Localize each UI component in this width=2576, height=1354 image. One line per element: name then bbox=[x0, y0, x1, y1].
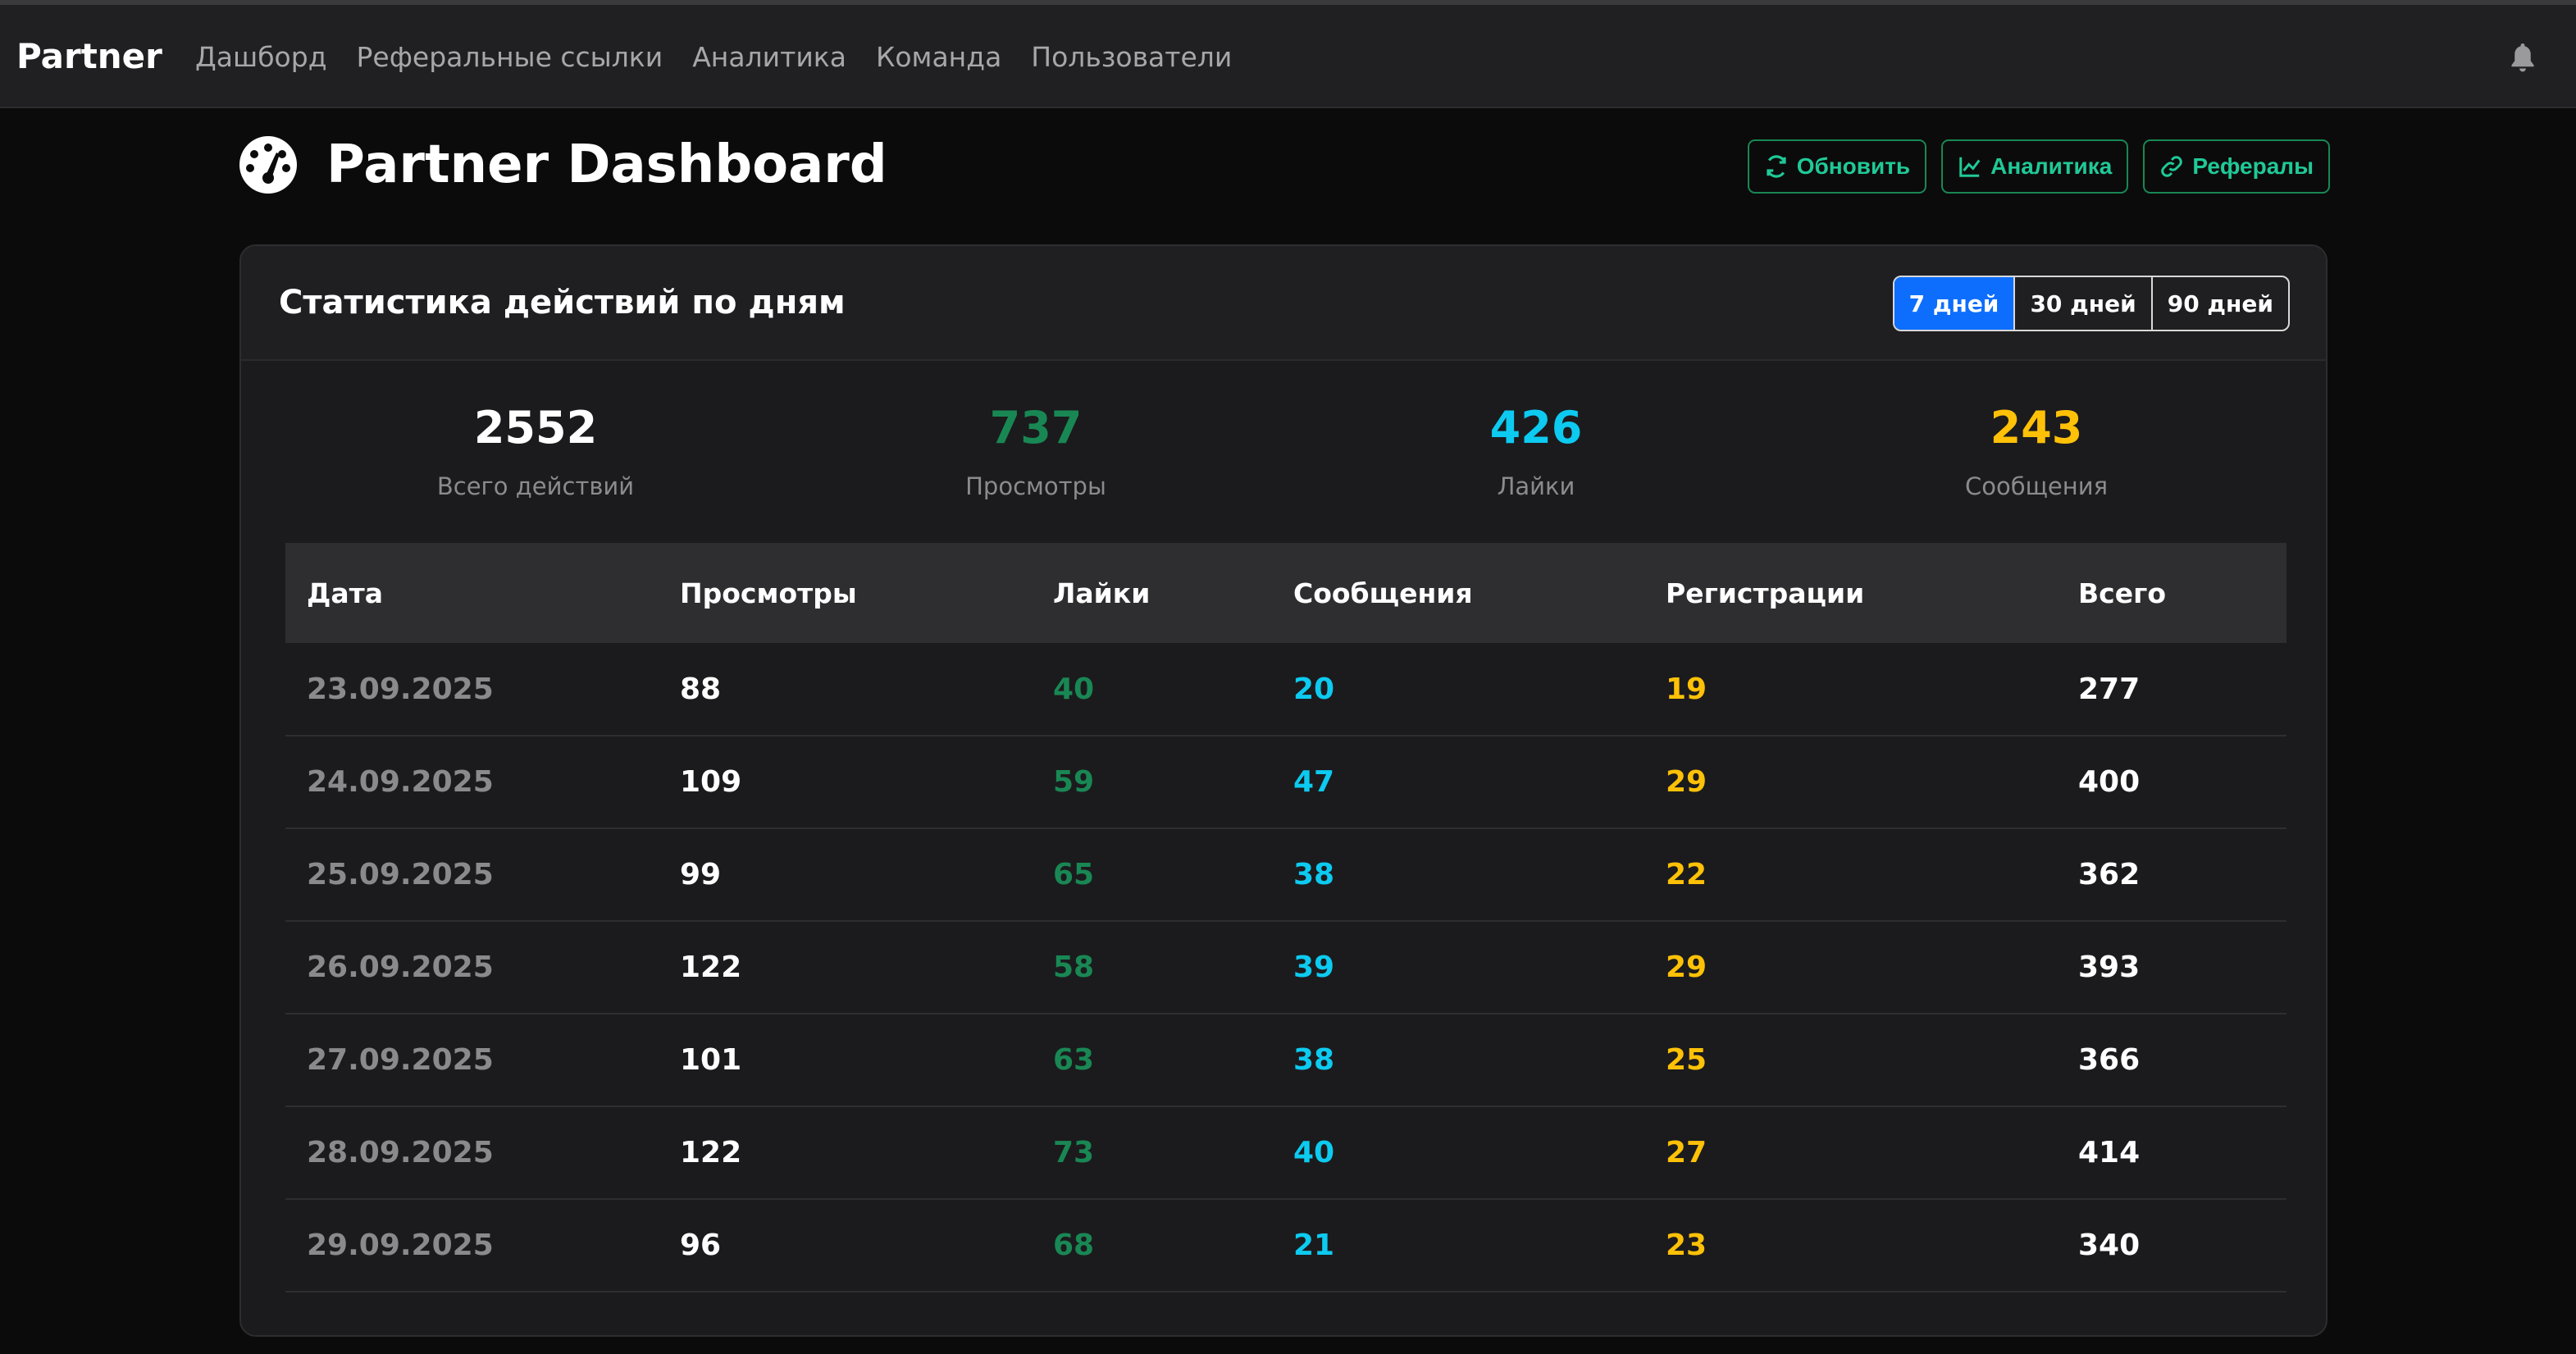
period-selector: 7 дней 30 дней 90 дней bbox=[1892, 276, 2290, 331]
cell-views: 99 bbox=[659, 828, 1032, 922]
stat-total-actions: 2552 Всего действий bbox=[285, 402, 786, 500]
nav-item-users[interactable]: Пользователи bbox=[1031, 41, 1233, 73]
stat-value: 2552 bbox=[473, 402, 598, 454]
header-actions: Обновить Аналитика Рефералы bbox=[1747, 139, 2330, 194]
cell-total: 393 bbox=[2057, 921, 2286, 1014]
period-90-days-button[interactable]: 90 дней bbox=[2150, 277, 2288, 330]
stat-label: Лайки bbox=[1497, 472, 1575, 500]
cell-messages: 20 bbox=[1272, 643, 1644, 736]
cell-messages: 21 bbox=[1272, 1199, 1644, 1292]
cell-total: 366 bbox=[2057, 1014, 2286, 1107]
cell-registrations: 25 bbox=[1644, 1014, 2057, 1107]
cell-date: 28.09.2025 bbox=[285, 1106, 659, 1200]
daily-stats-table: Дата Просмотры Лайки Сообщения Регистрац… bbox=[285, 543, 2286, 1292]
table-row: 23.09.2025 88 40 20 19 277 bbox=[285, 643, 2286, 736]
cell-messages: 47 bbox=[1272, 736, 1644, 829]
nav-item-dashboard[interactable]: Дашборд bbox=[195, 41, 327, 73]
cell-total: 400 bbox=[2057, 736, 2286, 829]
cell-messages: 38 bbox=[1272, 828, 1644, 922]
line-chart-icon bbox=[1959, 157, 1981, 177]
referrals-button-label: Рефералы bbox=[2192, 153, 2314, 179]
cell-likes: 73 bbox=[1032, 1106, 1272, 1200]
cell-likes: 59 bbox=[1032, 736, 1272, 829]
period-30-days-button[interactable]: 30 дней bbox=[2013, 277, 2150, 330]
cell-messages: 38 bbox=[1272, 1014, 1644, 1107]
stat-label: Всего действий bbox=[436, 472, 635, 500]
stat-views: 737 Просмотры bbox=[786, 402, 1286, 500]
nav-item-analytics[interactable]: Аналитика bbox=[692, 41, 846, 73]
stat-value: 737 bbox=[989, 402, 1083, 454]
brand-logo[interactable]: Partner bbox=[16, 36, 162, 76]
table-row: 29.09.2025 96 68 21 23 340 bbox=[285, 1199, 2286, 1292]
cell-date: 27.09.2025 bbox=[285, 1014, 659, 1107]
analytics-button[interactable]: Аналитика bbox=[1941, 139, 2129, 194]
cell-registrations: 19 bbox=[1644, 643, 2057, 736]
page-header: Partner Dashboard bbox=[238, 134, 887, 195]
stat-value: 243 bbox=[1990, 402, 2083, 454]
cell-likes: 63 bbox=[1032, 1014, 1272, 1107]
cell-views: 101 bbox=[659, 1014, 1032, 1107]
column-header-likes: Лайки bbox=[1053, 577, 1151, 609]
page-title: Partner Dashboard bbox=[326, 134, 887, 195]
cell-total: 340 bbox=[2057, 1199, 2286, 1292]
table-row: 24.09.2025 109 59 47 29 400 bbox=[285, 736, 2286, 829]
cell-registrations: 23 bbox=[1644, 1199, 2057, 1292]
cell-total: 362 bbox=[2057, 828, 2286, 922]
gauge-icon bbox=[239, 136, 297, 194]
table-row: 28.09.2025 122 73 40 27 414 bbox=[285, 1106, 2286, 1200]
cell-likes: 40 bbox=[1032, 643, 1272, 736]
column-header-registrations: Регистрации bbox=[1666, 577, 1865, 609]
refresh-button-label: Обновить bbox=[1796, 153, 1911, 179]
cell-views: 122 bbox=[659, 1106, 1032, 1200]
cell-views: 109 bbox=[659, 736, 1032, 829]
cell-date: 29.09.2025 bbox=[285, 1199, 659, 1292]
cell-total: 414 bbox=[2057, 1106, 2286, 1200]
top-navbar: Partner Дашборд Реферальные ссылки Анали… bbox=[0, 0, 2576, 108]
cell-date: 24.09.2025 bbox=[285, 736, 659, 829]
card-title: Статистика действий по дням bbox=[279, 284, 846, 321]
cell-views: 122 bbox=[659, 921, 1032, 1014]
table-row: 26.09.2025 122 58 39 29 393 bbox=[285, 921, 2286, 1014]
cell-likes: 58 bbox=[1032, 921, 1272, 1014]
cell-likes: 68 bbox=[1032, 1199, 1272, 1292]
card-header: Статистика действий по дням 7 дней 30 дн… bbox=[241, 246, 2326, 361]
cell-registrations: 27 bbox=[1644, 1106, 2057, 1200]
link-icon bbox=[2161, 156, 2183, 177]
cell-views: 88 bbox=[659, 643, 1032, 736]
cell-date: 25.09.2025 bbox=[285, 828, 659, 922]
column-header-views: Просмотры bbox=[680, 577, 857, 609]
nav-item-team[interactable]: Команда bbox=[875, 41, 1002, 73]
table-row: 25.09.2025 99 65 38 22 362 bbox=[285, 828, 2286, 922]
stat-messages: 243 Сообщения bbox=[1786, 402, 2286, 500]
cell-messages: 40 bbox=[1272, 1106, 1644, 1200]
column-header-total: Всего bbox=[2078, 577, 2167, 609]
nav-item-referral-links[interactable]: Реферальные ссылки bbox=[356, 41, 663, 73]
column-header-date: Дата bbox=[307, 577, 384, 609]
cell-messages: 39 bbox=[1272, 921, 1644, 1014]
cell-total: 277 bbox=[2057, 643, 2286, 736]
column-header-messages: Сообщения bbox=[1293, 577, 1473, 609]
cell-date: 23.09.2025 bbox=[285, 643, 659, 736]
cell-likes: 65 bbox=[1032, 828, 1272, 922]
refresh-icon bbox=[1767, 155, 1786, 178]
cell-date: 26.09.2025 bbox=[285, 921, 659, 1014]
daily-stats-card: Статистика действий по дням 7 дней 30 дн… bbox=[239, 244, 2328, 1337]
stat-label: Сообщения bbox=[1964, 472, 2109, 500]
cell-views: 96 bbox=[659, 1199, 1032, 1292]
stat-value: 426 bbox=[1489, 402, 1583, 454]
stat-likes: 426 Лайки bbox=[1286, 402, 1786, 500]
bell-icon[interactable] bbox=[2508, 41, 2537, 75]
period-7-days-button[interactable]: 7 дней bbox=[1894, 277, 2014, 330]
main-nav: Дашборд Реферальные ссылки Аналитика Ком… bbox=[195, 41, 1232, 73]
cell-registrations: 29 bbox=[1644, 736, 2057, 829]
table-header-row: Дата Просмотры Лайки Сообщения Регистрац… bbox=[285, 543, 2286, 643]
cell-registrations: 22 bbox=[1644, 828, 2057, 922]
table-row: 27.09.2025 101 63 38 25 366 bbox=[285, 1014, 2286, 1107]
summary-stats: 2552 Всего действий 737 Просмотры 426 Ла… bbox=[285, 402, 2286, 500]
stat-label: Просмотры bbox=[965, 472, 1106, 500]
refresh-button[interactable]: Обновить bbox=[1747, 139, 1927, 194]
referrals-button[interactable]: Рефералы bbox=[2143, 139, 2330, 194]
analytics-button-label: Аналитика bbox=[1990, 153, 2113, 179]
cell-registrations: 29 bbox=[1644, 921, 2057, 1014]
